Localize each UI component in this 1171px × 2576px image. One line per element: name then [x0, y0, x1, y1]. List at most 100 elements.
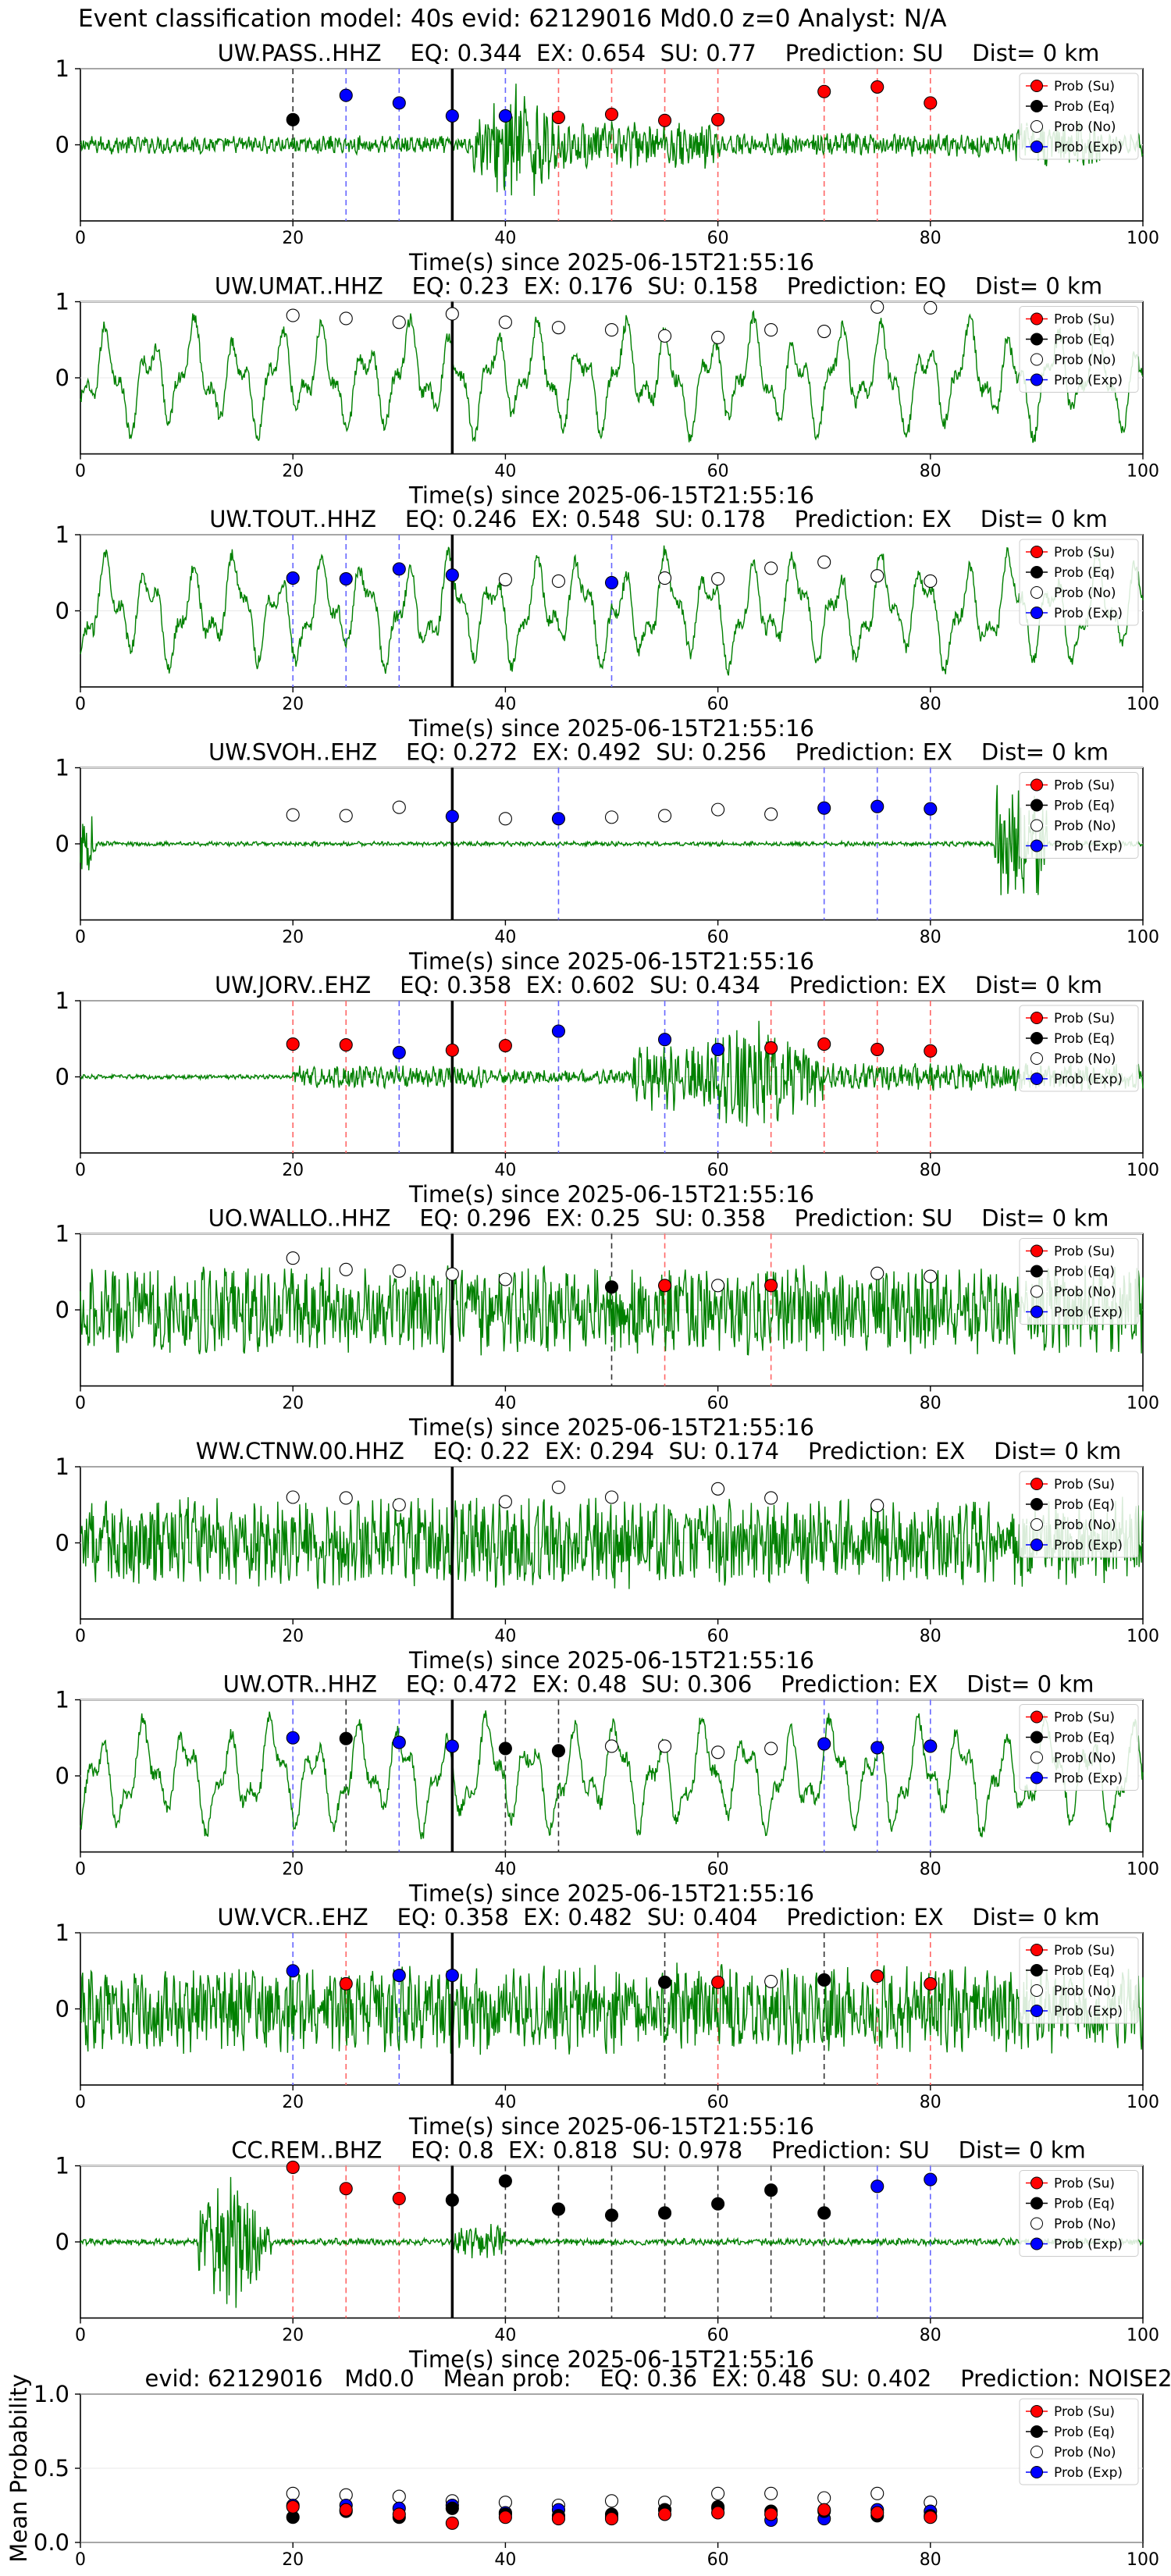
prob-marker-exp — [870, 799, 884, 813]
legend: Prob (Su) Prob (Eq) Prob (No) Prob (Exp) — [1019, 772, 1139, 859]
legend-marker-eq — [1030, 333, 1043, 346]
y-tick-label: 1 — [55, 1453, 69, 1480]
legend-marker-eq — [1030, 1498, 1043, 1510]
x-axis-label: Time(s) since 2025-06-15T21:55:16 — [408, 482, 814, 509]
prob-marker-no — [711, 802, 725, 817]
prob-marker-exp — [392, 96, 406, 110]
legend-marker-no — [1030, 819, 1043, 832]
mean-prob-marker-su — [870, 2506, 884, 2520]
y-tick-label: 0 — [55, 1297, 69, 1323]
x-tick-label: 100 — [1127, 928, 1159, 948]
legend-label-su: Prob (Su) — [1054, 2176, 1115, 2192]
mean-prob-marker-no — [870, 2486, 884, 2500]
prob-marker-no — [339, 1491, 353, 1505]
y-tick-label: 0.5 — [34, 2455, 69, 2482]
waveform-trace — [80, 1020, 1144, 1127]
prob-marker-exp — [286, 1731, 300, 1745]
panel-title: UW.TOUT..HHZ EQ: 0.246 EX: 0.548 SU: 0.1… — [209, 506, 1108, 532]
legend-marker-exp — [1030, 1771, 1043, 1784]
prob-marker-exp — [870, 2179, 884, 2194]
legend-label-no: Prob (No) — [1054, 585, 1116, 601]
legend-marker-su — [1030, 312, 1043, 326]
prob-marker-no — [498, 812, 512, 826]
prob-marker-exp — [817, 801, 831, 815]
prob-marker-no — [498, 1272, 512, 1286]
legend-label-eq: Prob (Eq) — [1054, 2197, 1115, 2212]
panel-11: evid: 62129016 Md0.0 Mean prob: EQ: 0.36… — [5, 2365, 1171, 2570]
legend-marker-no — [1030, 2217, 1043, 2230]
prob-marker-no — [498, 315, 512, 329]
x-tick-label: 20 — [282, 229, 304, 248]
legend-marker-no — [1030, 1984, 1043, 1997]
legend: Prob (Su) Prob (Eq) Prob (No) Prob (Exp) — [1019, 306, 1139, 393]
legend-marker-su — [1030, 1944, 1043, 1956]
legend-marker-exp — [1030, 373, 1043, 386]
legend: Prob (Su) Prob (Eq) Prob (No) Prob (Exp) — [1019, 1005, 1139, 1092]
legend-marker-eq — [1030, 2425, 1043, 2438]
prob-marker-no — [392, 315, 406, 329]
prob-marker-no — [764, 1974, 778, 1988]
prob-marker-no — [392, 1498, 406, 1512]
prob-marker-su — [286, 2160, 300, 2174]
panel-2: UW.UMAT..HHZ EQ: 0.23 EX: 0.176 SU: 0.15… — [55, 273, 1159, 509]
x-tick-label: 60 — [707, 1860, 729, 1880]
x-tick-label: 100 — [1127, 1161, 1159, 1180]
mean-prob-marker-no — [392, 2489, 406, 2503]
legend-marker-eq — [1030, 2197, 1043, 2210]
prob-marker-exp — [445, 809, 459, 824]
prob-marker-no — [339, 311, 353, 326]
y-tick-label: 0 — [55, 1530, 69, 1557]
legend: Prob (Su) Prob (Eq) Prob (No) Prob (Exp) — [1019, 2398, 1139, 2485]
prob-marker-exp — [339, 571, 353, 586]
x-tick-label: 100 — [1127, 695, 1159, 714]
prob-marker-su — [711, 1975, 725, 1989]
mean-prob-marker-no — [764, 2486, 778, 2500]
prob-marker-no — [711, 1482, 725, 1496]
legend-box — [1019, 1704, 1139, 1791]
legend-label-exp: Prob (Exp) — [1054, 1538, 1123, 1553]
legend-marker-su — [1030, 1244, 1043, 1258]
x-tick-label: 80 — [920, 2326, 941, 2346]
legend: Prob (Su) Prob (Eq) Prob (No) Prob (Exp) — [1019, 1704, 1139, 1791]
y-tick-label: 0 — [55, 1763, 69, 1789]
prob-marker-su — [817, 84, 831, 98]
prob-marker-no — [604, 1739, 619, 1753]
panel-title: evid: 62129016 Md0.0 Mean prob: EQ: 0.36… — [144, 2365, 1171, 2392]
prob-marker-exp — [604, 575, 619, 589]
prob-marker-eq — [817, 2206, 831, 2220]
x-tick-label: 80 — [920, 928, 941, 948]
prob-marker-exp — [339, 88, 353, 102]
legend-marker-eq — [1030, 799, 1043, 812]
x-tick-label: 20 — [282, 1161, 304, 1180]
legend-label-exp: Prob (Exp) — [1054, 2237, 1123, 2253]
prob-marker-eq — [657, 1975, 672, 1989]
prob-marker-su — [711, 112, 725, 126]
x-tick-label: 0 — [75, 1394, 86, 1414]
x-tick-label: 0 — [75, 229, 86, 248]
x-tick-label: 40 — [494, 1627, 516, 1646]
y-tick-label: 1 — [55, 1221, 69, 1247]
y-axis-label: Mean Probability — [5, 2374, 32, 2563]
mean-prob-marker-eq — [445, 2501, 459, 2515]
prob-marker-exp — [392, 1969, 406, 1983]
prob-marker-eq — [551, 1744, 566, 1758]
legend: Prob (Su) Prob (Eq) Prob (No) Prob (Exp) — [1019, 1937, 1139, 2024]
prob-marker-eq — [445, 2193, 459, 2207]
x-tick-label: 20 — [282, 695, 304, 714]
prob-marker-exp — [392, 1045, 406, 1059]
y-tick-label: 1 — [55, 987, 69, 1014]
panel-6: UO.WALLO..HHZ EQ: 0.296 EX: 0.25 SU: 0.3… — [55, 1205, 1159, 1441]
legend-marker-su — [1030, 2176, 1043, 2190]
prob-marker-exp — [551, 812, 566, 826]
prob-marker-no — [817, 324, 831, 339]
x-tick-label: 20 — [282, 928, 304, 948]
legend-label-eq: Prob (Eq) — [1054, 1731, 1115, 1746]
x-tick-label: 0 — [75, 462, 86, 482]
x-tick-label: 20 — [282, 1627, 304, 1646]
legend-marker-su — [1030, 1478, 1043, 1490]
x-tick-label: 60 — [707, 462, 729, 482]
prob-marker-su — [764, 1041, 778, 1055]
prob-marker-exp — [924, 1739, 938, 1753]
x-tick-label: 80 — [920, 1860, 941, 1880]
prob-marker-no — [286, 1251, 300, 1265]
